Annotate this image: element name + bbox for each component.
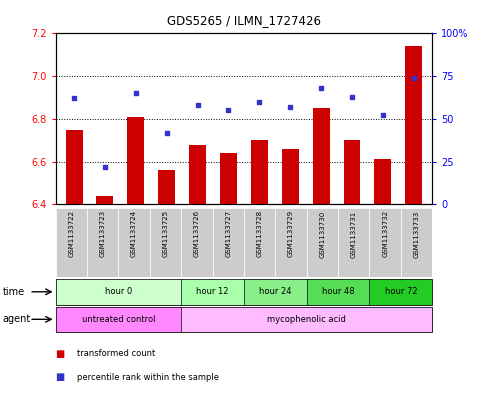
Text: GSM1133725: GSM1133725 (162, 210, 169, 257)
Bar (181, 208, 213, 277)
Bar (313, 108, 329, 204)
Bar (128, 117, 144, 204)
Text: GSM1133727: GSM1133727 (225, 210, 231, 257)
Text: GSM1133728: GSM1133728 (256, 210, 263, 257)
Text: GSM1133726: GSM1133726 (194, 210, 200, 257)
Text: time: time (2, 287, 25, 297)
Bar (150, 208, 181, 277)
Bar (56, 307, 181, 332)
Text: ■: ■ (56, 372, 65, 382)
Bar (87, 208, 118, 277)
Bar (369, 208, 401, 277)
Bar (343, 140, 360, 204)
Bar (374, 160, 391, 204)
Bar (244, 208, 275, 277)
Bar (307, 279, 369, 305)
Text: ■: ■ (56, 349, 65, 359)
Text: transformed count: transformed count (77, 349, 156, 358)
Text: agent: agent (2, 314, 30, 324)
Text: GSM1133729: GSM1133729 (288, 210, 294, 257)
Bar (275, 208, 307, 277)
Bar (97, 196, 114, 204)
Bar (401, 208, 432, 277)
Bar (66, 130, 83, 204)
Bar (213, 208, 244, 277)
Bar (251, 140, 268, 204)
Bar (244, 279, 307, 305)
Bar (56, 279, 181, 305)
Bar (338, 208, 369, 277)
Text: GSM1133722: GSM1133722 (68, 210, 74, 257)
Text: GDS5265 / ILMN_1727426: GDS5265 / ILMN_1727426 (167, 14, 321, 27)
Text: hour 72: hour 72 (384, 287, 417, 296)
Text: hour 24: hour 24 (259, 287, 292, 296)
Text: GSM1133732: GSM1133732 (382, 210, 388, 257)
Bar (369, 279, 432, 305)
Text: GSM1133723: GSM1133723 (99, 210, 106, 257)
Text: percentile rank within the sample: percentile rank within the sample (77, 373, 219, 382)
Text: GSM1133730: GSM1133730 (319, 210, 326, 257)
Text: GSM1133731: GSM1133731 (351, 210, 357, 257)
Bar (181, 279, 244, 305)
Text: mycophenolic acid: mycophenolic acid (267, 315, 346, 324)
Text: hour 0: hour 0 (105, 287, 132, 296)
Bar (282, 149, 298, 204)
Bar (56, 208, 87, 277)
Bar (118, 208, 150, 277)
Bar (220, 153, 237, 204)
Bar (158, 170, 175, 204)
Text: GSM1133733: GSM1133733 (413, 210, 420, 257)
Text: GSM1133724: GSM1133724 (131, 210, 137, 257)
Bar (307, 208, 338, 277)
Text: hour 12: hour 12 (196, 287, 229, 296)
Bar (405, 46, 422, 204)
Bar (189, 145, 206, 204)
Text: untreated control: untreated control (82, 315, 155, 324)
Bar (181, 307, 432, 332)
Text: hour 48: hour 48 (322, 287, 355, 296)
